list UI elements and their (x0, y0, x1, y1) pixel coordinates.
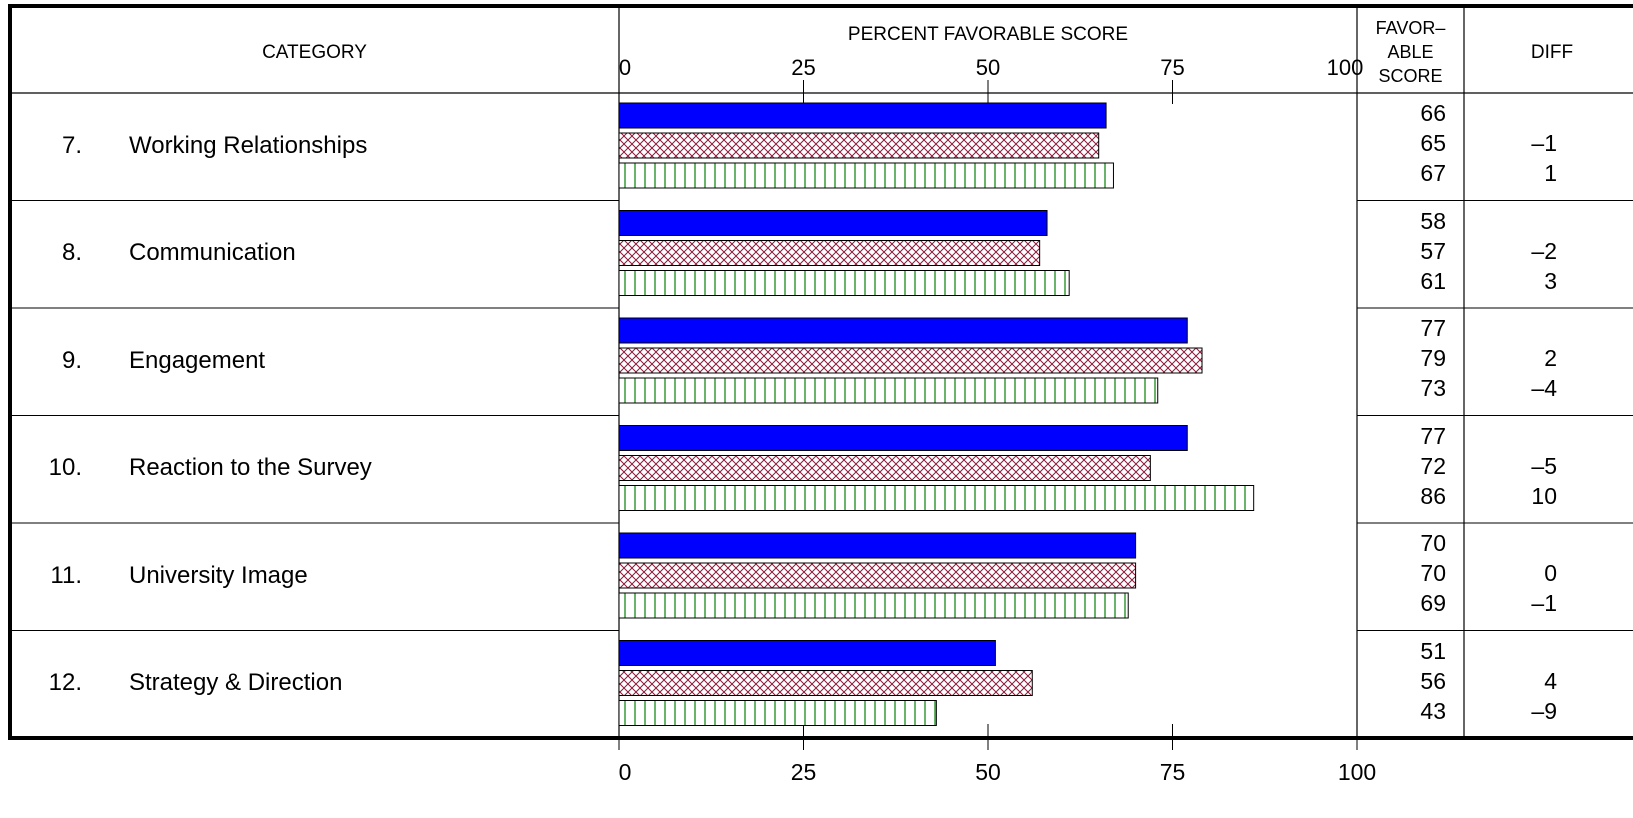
favorable-score: 77 (1420, 422, 1446, 449)
top-tick-label: 0 (618, 55, 632, 80)
bar-series-1 (618, 317, 1188, 344)
category-header: CATEGORY (262, 42, 367, 63)
category-number: 7. (61, 131, 82, 159)
top-tick-label: 75 (1160, 55, 1185, 80)
bar-series-1 (618, 210, 1048, 236)
bottom-tick-label: 75 (1159, 759, 1186, 785)
favorable-score: 79 (1420, 345, 1446, 371)
bar-series-1 (618, 425, 1188, 451)
diff-value: –4 (1531, 375, 1557, 401)
diff-value: –9 (1531, 697, 1557, 724)
category-label: Working Relationships (129, 131, 368, 159)
diff-value: –1 (1531, 130, 1557, 156)
favorable-score: 57 (1420, 237, 1446, 264)
bar-series-3 (618, 377, 1159, 404)
favorable-score: 43 (1420, 697, 1446, 724)
diff-value: 2 (1544, 345, 1557, 371)
favorable-score: 77 (1420, 315, 1446, 341)
diff-value: 10 (1531, 482, 1557, 509)
favorable-score: 70 (1420, 530, 1446, 556)
bottom-tick-label: 100 (1337, 759, 1377, 785)
category-label: Communication (129, 239, 296, 267)
score-header-line2: ABLE (1387, 42, 1434, 62)
diff-value: 1 (1544, 160, 1557, 186)
diff-value: –1 (1531, 590, 1557, 616)
bar-series-2 (618, 670, 1033, 696)
diff-value: 0 (1544, 560, 1557, 586)
category-label: Reaction to the Survey (129, 454, 372, 482)
diff-header: DIFF (1530, 42, 1574, 63)
category-number: 12. (48, 669, 82, 697)
diff-value: 3 (1544, 267, 1557, 294)
favorable-score: 86 (1420, 482, 1446, 509)
bottom-tick-label: 0 (618, 759, 632, 785)
score-header-line3: SCORE (1378, 66, 1443, 86)
axis-title: PERCENT FAVORABLE SCORE (847, 24, 1129, 45)
favorable-score: 70 (1420, 560, 1446, 586)
score-header-line1: FAVOR– (1375, 18, 1446, 38)
bottom-tick-label: 25 (790, 759, 817, 785)
favorable-score: 66 (1420, 100, 1446, 126)
category-label: Engagement (129, 346, 266, 374)
favorable-score: 67 (1420, 160, 1446, 186)
top-tick-label: 25 (791, 55, 816, 80)
bar-series-2 (618, 562, 1137, 589)
bar-series-2 (618, 240, 1041, 266)
bar-series-3 (618, 270, 1070, 296)
favorable-score: 51 (1420, 637, 1446, 664)
diff-value: –2 (1531, 237, 1557, 264)
diff-value: –5 (1531, 452, 1557, 479)
bar-series-1 (618, 640, 996, 666)
bar-series-3 (618, 592, 1129, 619)
bottom-tick-label: 50 (975, 759, 1001, 785)
favorable-score: 61 (1420, 267, 1446, 294)
top-tick-label: 100 (1326, 55, 1364, 80)
bar-series-1 (618, 102, 1107, 129)
bar-series-1 (618, 532, 1137, 559)
category-label: University Image (129, 561, 308, 589)
category-number: 10. (48, 454, 82, 482)
category-label: Strategy & Direction (129, 669, 343, 697)
category-number: 11. (50, 561, 82, 589)
outer-border (8, 4, 1633, 740)
top-tick-label: 50 (975, 55, 1001, 80)
bar-series-2 (618, 347, 1203, 374)
bar-series-3 (618, 162, 1114, 189)
favorable-score: 56 (1420, 667, 1446, 694)
favorable-score: 69 (1420, 590, 1446, 616)
favorable-score: 58 (1420, 207, 1446, 234)
category-number: 8. (61, 239, 82, 267)
bar-series-2 (618, 455, 1151, 481)
category-number: 9. (61, 346, 82, 374)
favorable-score: 65 (1420, 130, 1446, 156)
favorable-score: 73 (1420, 375, 1446, 401)
bar-series-3 (618, 700, 937, 726)
favorable-score: 72 (1420, 452, 1446, 479)
bar-series-2 (618, 132, 1100, 159)
diff-value: 4 (1544, 667, 1557, 694)
bar-series-3 (618, 485, 1255, 511)
